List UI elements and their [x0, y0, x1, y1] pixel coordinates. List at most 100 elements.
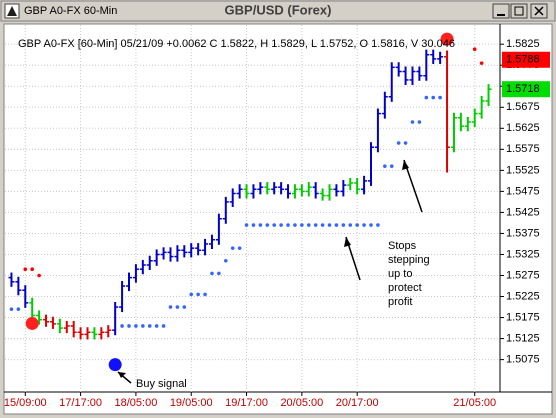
stop-dot: [306, 223, 311, 227]
ohlc-bar: [333, 184, 340, 197]
annotation: stepping: [388, 254, 430, 266]
annotation: protect: [388, 282, 422, 294]
signal-marker: [108, 358, 122, 372]
chart-subtitle: GBP A0-FX [60-Min] 05/21/09 +0.0062 C 1.…: [18, 38, 455, 50]
y-tick-label: 1.5575: [506, 143, 540, 155]
ohlc-bar: [457, 112, 464, 132]
ohlc-bar: [430, 49, 437, 64]
ohlc-bar: [146, 255, 153, 271]
stops-arrow: [403, 159, 423, 213]
ohlc-bar: [15, 276, 22, 296]
ohlc-bar: [243, 184, 250, 199]
ohlc-bar: [160, 247, 167, 260]
stop-dot: [320, 223, 325, 227]
stop-dot: [424, 95, 429, 100]
stop-dot: [376, 223, 380, 227]
y-tick-label: 1.5225: [506, 290, 540, 302]
y-tick-label: 1.5175: [506, 311, 540, 323]
y-tick-label: 1.5525: [506, 164, 540, 176]
price-label: 1.5718: [506, 83, 540, 95]
stop-dot: [293, 223, 297, 227]
ohlc-bar: [402, 66, 409, 85]
stop-dot: [210, 271, 214, 276]
price-label-box: [502, 51, 550, 68]
ohlc-bar: [271, 182, 278, 195]
stop-dot: [403, 141, 408, 145]
y-tick-label: 1.5675: [506, 101, 540, 113]
stop-dot: [334, 223, 339, 227]
stop-dot: [30, 267, 34, 271]
stop-dot: [9, 307, 14, 311]
ohlc-bar: [119, 280, 126, 313]
ohlc-bar: [98, 327, 105, 340]
stop-dot: [120, 324, 124, 328]
signal-marker: [25, 316, 39, 330]
stop-dot: [37, 273, 41, 278]
y-tick-label: 1.5075: [506, 354, 540, 366]
ohlc-bar: [8, 272, 15, 287]
stop-dot: [389, 164, 394, 168]
stop-dot: [161, 324, 166, 328]
y-tick-label: 1.5125: [506, 332, 540, 344]
stop-dot: [396, 141, 401, 145]
stop-dot: [383, 164, 387, 168]
stop-dot: [272, 223, 277, 227]
window-title: GBP A0-FX 60-Min: [24, 5, 117, 17]
stop-dot: [23, 267, 28, 271]
stop-dot: [279, 223, 283, 227]
stop-dot: [175, 305, 180, 309]
plot-area: 1.5075 1.5125 1.5175 1.5225 1.5275 1.5325 1.53…: [4, 25, 540, 409]
stop-dot: [196, 292, 200, 297]
y-tick-label: 1.5825: [506, 38, 540, 50]
ohlc-bar: [444, 50, 451, 173]
ohlc-bar: [485, 84, 492, 107]
ohlc-bar: [105, 325, 112, 338]
y-tick-label: 1.5475: [506, 185, 540, 197]
y-tick-label: 1.5425: [506, 206, 540, 218]
ohlc-bar: [222, 196, 229, 224]
ohlc-bar: [298, 184, 305, 197]
annotation: profit: [388, 296, 412, 308]
annotation: Buy signal: [136, 378, 187, 390]
ohlc-bar: [22, 285, 29, 308]
stop-dot: [141, 324, 145, 328]
ohlc-bar: [229, 188, 236, 207]
ohlc-bar: [29, 297, 36, 321]
ohlc-bar: [340, 180, 347, 197]
ohlc-bar: [361, 175, 368, 195]
window-buttons: [492, 3, 548, 19]
chart-panel: [3, 23, 553, 415]
ohlc-bar: [278, 182, 285, 195]
ohlc-bar: [291, 184, 298, 199]
ohlc-bar: [409, 66, 416, 85]
stops-arrow-head: [344, 237, 351, 247]
x-tick-label: 19/05:00: [170, 397, 213, 409]
ohlc-bar: [77, 327, 84, 340]
signal-marker: [440, 32, 454, 46]
ohlc-bar: [202, 238, 209, 256]
ohlc-bar: [236, 184, 243, 199]
stop-dot: [168, 305, 173, 309]
stop-dot: [286, 223, 290, 227]
x-tick-label: 20/17:00: [336, 397, 379, 409]
ohlc-bar: [354, 177, 361, 195]
ohlc-bar: [70, 320, 77, 338]
y-tick-label: 1.5625: [506, 122, 540, 134]
ohlc-bar: [450, 112, 457, 153]
y-tick-label: 1.5325: [506, 248, 540, 260]
stop-dot: [472, 47, 477, 52]
ohlc-bar: [319, 188, 326, 201]
ohlc-bar: [139, 259, 146, 275]
stop-dot: [258, 223, 263, 227]
ohlc-bar: [153, 249, 160, 266]
stop-dot: [410, 120, 415, 124]
ohlc-bar: [326, 184, 333, 201]
close-glyph: [534, 6, 544, 16]
ohlc-bar: [257, 182, 264, 195]
stop-dot: [313, 223, 318, 227]
maximize-button[interactable]: [510, 3, 528, 19]
stop-dot: [230, 246, 235, 250]
ohlc-bar: [464, 116, 471, 132]
price-label-box: [502, 81, 550, 98]
annotation: up to: [388, 268, 412, 280]
